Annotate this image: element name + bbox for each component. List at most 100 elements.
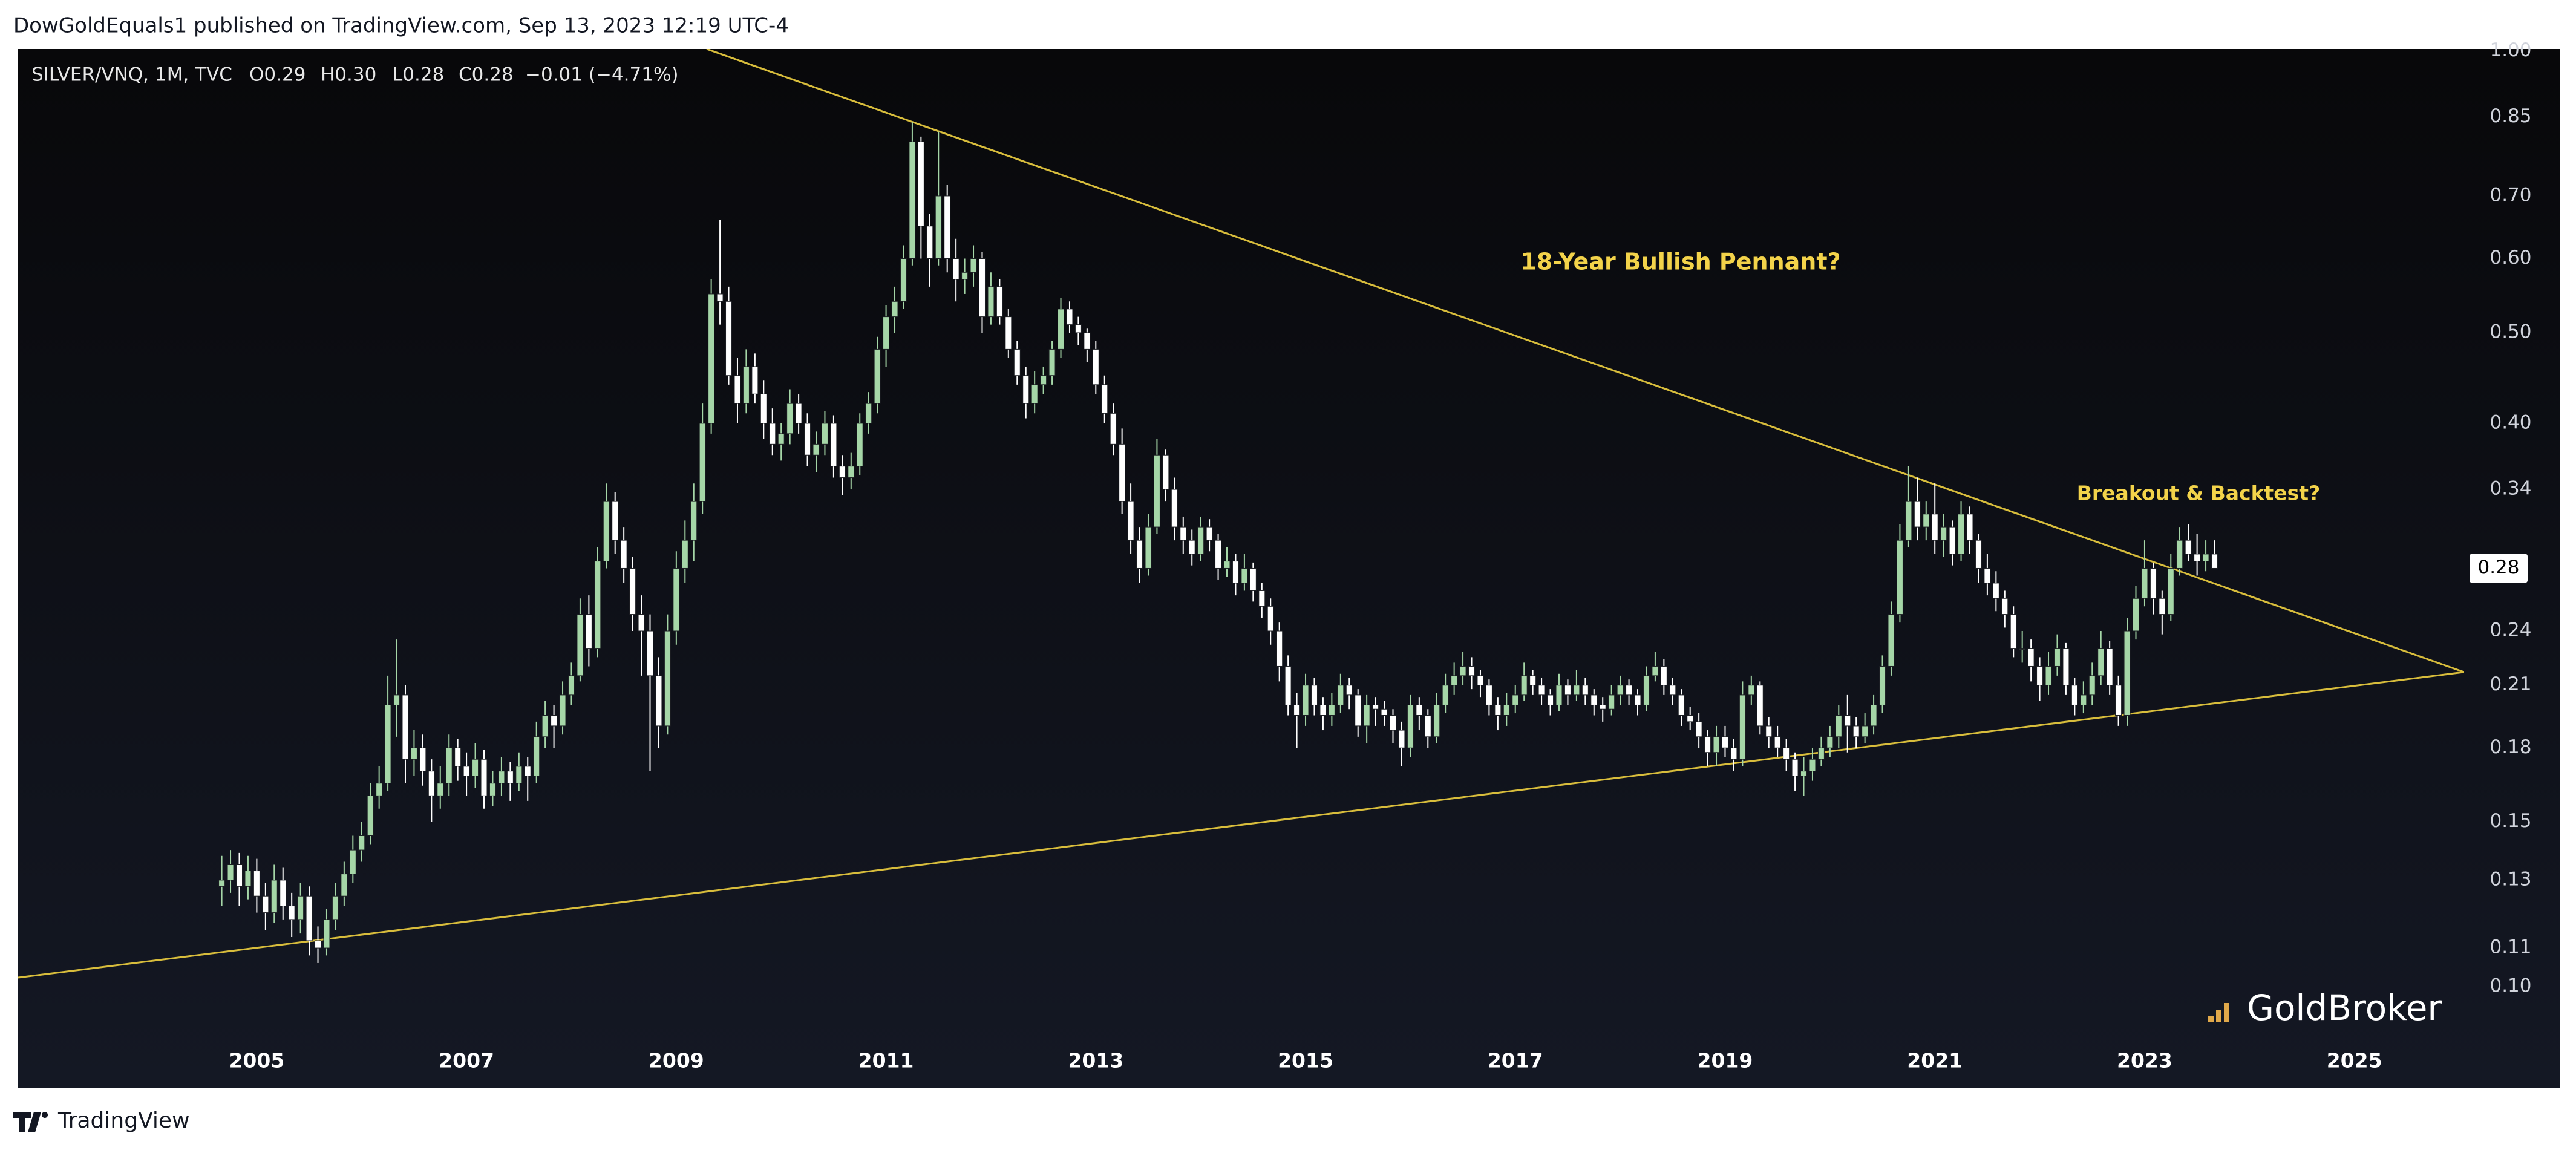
candle-body (2097, 648, 2105, 676)
candle-body (1870, 704, 1877, 727)
y-tick-label: 0.24 (2489, 619, 2531, 641)
candle-body (1284, 665, 1292, 705)
candle-body (489, 783, 496, 796)
candle-body (1092, 348, 1099, 385)
candle-body (2202, 554, 2209, 562)
candle-body (559, 694, 566, 727)
candle-body (1748, 685, 1755, 696)
candle-body (1468, 665, 1476, 676)
candle-body (708, 293, 715, 424)
candle-body (1276, 630, 1283, 667)
candle-body (1660, 665, 1667, 686)
y-tick-label: 0.70 (2489, 184, 2531, 206)
candle-body (900, 258, 907, 302)
candle-body (567, 675, 575, 696)
candle-body (996, 286, 1003, 318)
candle-body (970, 258, 977, 273)
candle-body (1398, 730, 1405, 748)
candle-body (1721, 736, 1728, 748)
candle-body (1949, 526, 1956, 555)
candle-body (1730, 747, 1737, 760)
watermark: GoldBroker (2208, 987, 2442, 1028)
candle-body (909, 141, 916, 259)
candle-body (839, 466, 846, 479)
candle-body (1617, 685, 1624, 696)
candle-body (944, 195, 951, 259)
candle-body (1888, 614, 1895, 667)
candle-body (1459, 665, 1466, 676)
candle-body (410, 747, 417, 760)
candle-body (786, 403, 794, 434)
candle-body (1249, 567, 1257, 591)
candle-body (2176, 540, 2183, 569)
candle-body (1058, 309, 1065, 350)
candle-body (742, 366, 750, 404)
candle-body (1704, 736, 1711, 753)
candle-body (384, 704, 391, 784)
candle-body (1188, 540, 1195, 555)
candle-body (1529, 675, 1537, 686)
candle-body (2115, 685, 2122, 716)
x-tick-label: 2005 (229, 1049, 284, 1073)
watermark-icon (2216, 1010, 2221, 1022)
candle-body (725, 301, 733, 376)
candle-body (218, 880, 226, 887)
candle-body (1206, 526, 1213, 541)
candle-body (1145, 526, 1152, 569)
candle-body (1791, 759, 1799, 777)
candle-body (1931, 514, 1938, 541)
candle-body (349, 849, 356, 875)
legend-low: L0.28 (392, 64, 444, 86)
candle-body (734, 375, 741, 404)
candle-body (1809, 759, 1816, 772)
y-tick-label: 0.60 (2489, 247, 2531, 269)
x-tick-label: 2011 (858, 1049, 914, 1073)
x-tick-label: 2015 (1278, 1049, 1333, 1073)
candle-body (1372, 704, 1379, 710)
candle-body (551, 714, 558, 727)
candle-body (1634, 694, 1641, 705)
candle-body (1310, 685, 1318, 705)
candle-body (445, 747, 453, 784)
y-tick-label: 0.34 (2489, 478, 2531, 500)
candle-body (1241, 567, 1248, 584)
candle-body (812, 443, 820, 456)
candle-body (498, 771, 505, 784)
candle-body (1669, 685, 1676, 696)
candle-body (1302, 685, 1309, 716)
candle-body (1153, 454, 1160, 528)
candle-body (1022, 375, 1030, 404)
x-tick-label: 2007 (439, 1049, 494, 1073)
candle-body (367, 795, 374, 837)
candle-body (1896, 540, 1903, 615)
candle-body (1581, 685, 1589, 696)
footer-brand: TradingView (57, 1108, 190, 1133)
candle-body (297, 895, 304, 920)
candle-body (1652, 665, 1659, 676)
candle-body (638, 614, 645, 632)
candle-body (716, 293, 724, 302)
candle-body (673, 567, 680, 632)
candle-body (227, 864, 234, 881)
candle-body (1389, 714, 1396, 731)
plot-area (18, 49, 2464, 979)
candle-body (1345, 685, 1353, 696)
legend-close: C0.28 (459, 64, 514, 86)
candle-body (1424, 714, 1431, 737)
candle-body (2062, 648, 2070, 686)
candle-body (506, 771, 514, 784)
legend-change: −0.01 (−4.71%) (525, 64, 679, 86)
lower-trendline (18, 671, 2464, 979)
candle-body (830, 423, 837, 467)
candle-body (577, 614, 584, 676)
candle-body (280, 880, 287, 907)
y-tick-label: 0.40 (2489, 411, 2531, 433)
candle-body (681, 540, 688, 569)
candle-body (848, 466, 855, 479)
candle-body (1590, 694, 1598, 705)
candle-body (612, 501, 619, 541)
x-tick-label: 2009 (649, 1049, 704, 1073)
publisher-line: DowGoldEquals1 published on TradingView.… (13, 14, 789, 38)
